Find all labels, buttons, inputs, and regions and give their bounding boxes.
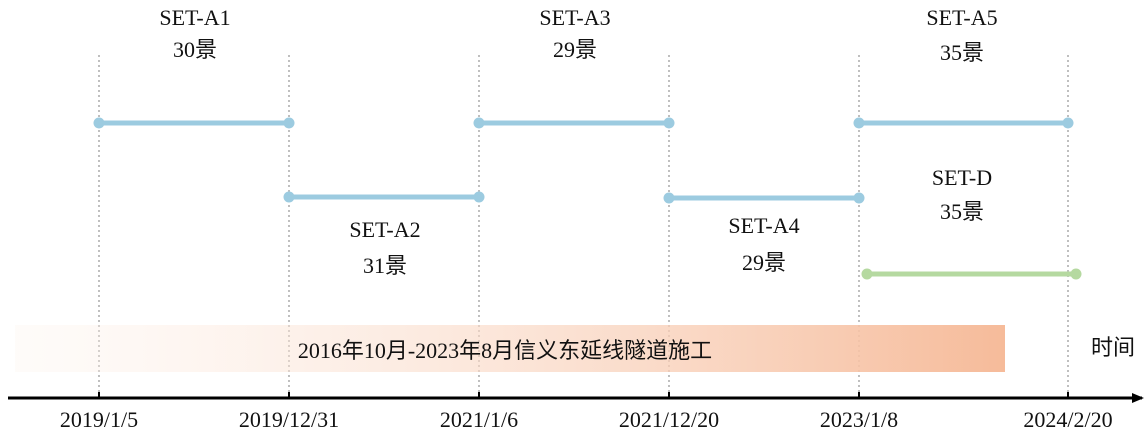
period-end <box>473 191 485 203</box>
period-start <box>853 117 865 129</box>
set-count: 35景 <box>940 40 984 65</box>
period-end <box>853 192 865 204</box>
banner <box>15 325 1005 372</box>
set-name: SET-A3 <box>539 5 610 30</box>
set-count: 30景 <box>173 37 217 62</box>
period-start <box>473 117 485 129</box>
date-label: 2021/1/6 <box>440 407 518 432</box>
set-count: 31景 <box>363 253 407 278</box>
period-end <box>283 117 295 129</box>
set-name: SET-A2 <box>349 217 420 242</box>
set-name: SET-A4 <box>728 213 799 238</box>
date-label: 2019/1/5 <box>60 407 138 432</box>
period-start <box>283 191 295 203</box>
axis-label: 时间 <box>1091 335 1135 360</box>
period-end <box>663 117 675 129</box>
period-start <box>663 192 675 204</box>
set-name: SET-A5 <box>926 5 997 30</box>
period-end <box>1070 268 1082 280</box>
date-label: 2019/12/31 <box>239 407 339 432</box>
date-label: 2021/12/20 <box>619 407 719 432</box>
date-label: 2023/1/8 <box>820 407 898 432</box>
set-count: 35景 <box>940 199 984 224</box>
set-name: SET-A1 <box>159 5 230 30</box>
period-start <box>93 117 105 129</box>
set-name: SET-D <box>932 165 992 190</box>
period-end <box>1062 117 1074 129</box>
set-count: 29景 <box>553 37 597 62</box>
set-count: 29景 <box>742 250 786 275</box>
banner-text: 2016年10月-2023年8月信义东延线隧道施工 <box>298 338 712 363</box>
period-start <box>861 268 873 280</box>
date-label: 2024/2/20 <box>1023 407 1112 432</box>
